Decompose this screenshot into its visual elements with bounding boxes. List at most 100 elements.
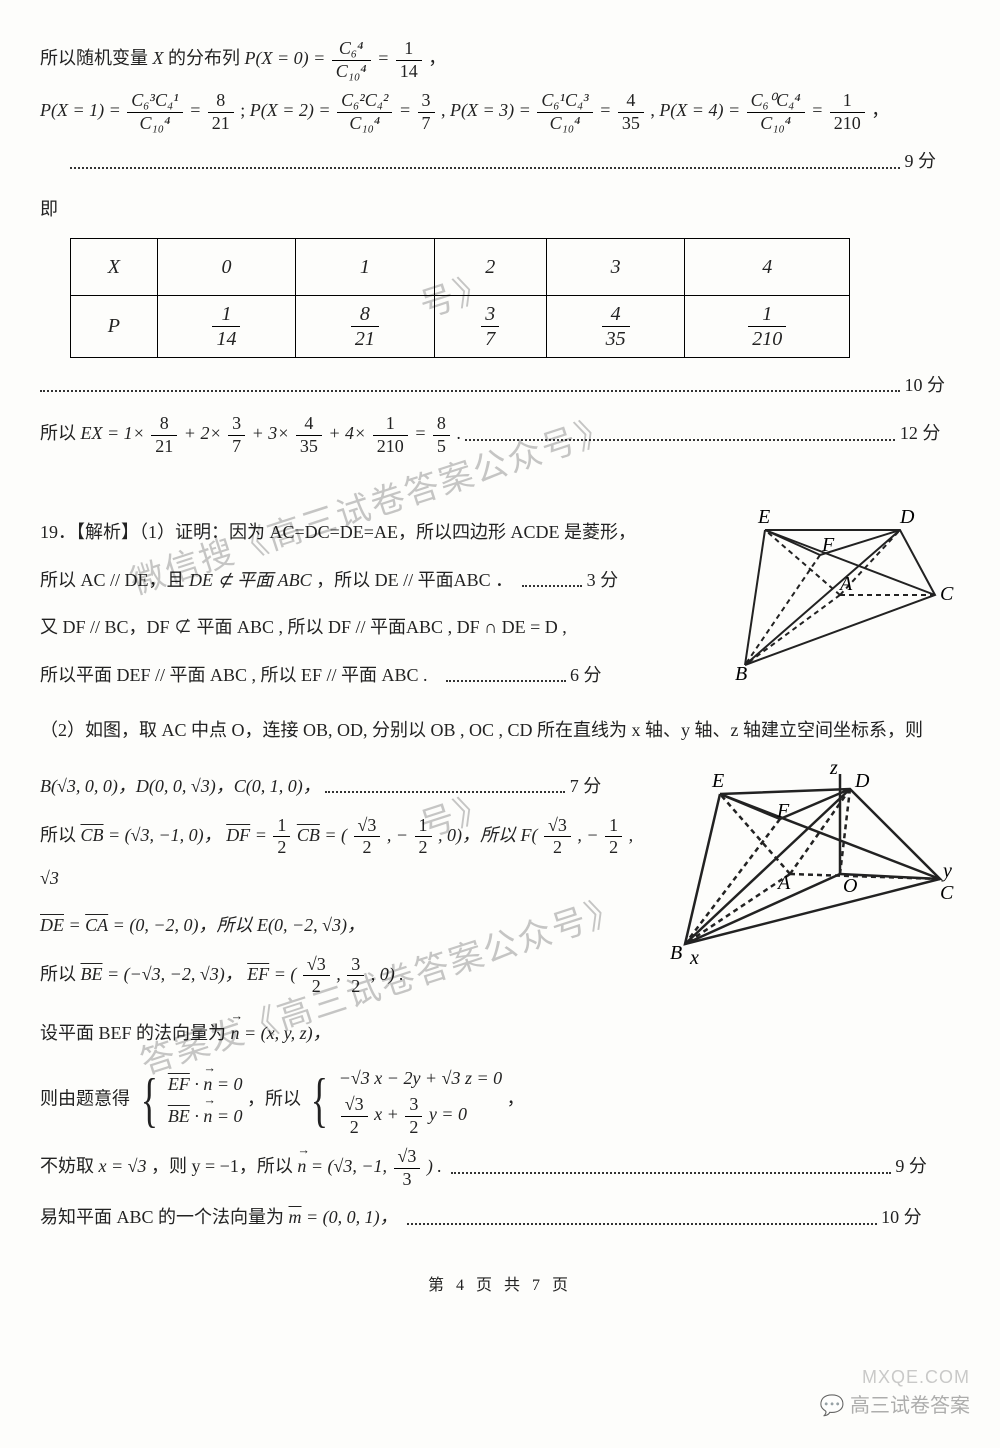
text-line: 所以 CB = (√3, −1, 0)， DF = 12 CB = ( √32 … [40,815,650,899]
geometry-diagram-2: E D z F A O y C B x [650,759,960,984]
fraction: 85 [433,413,450,457]
label-x: x [689,947,699,969]
denominator: 35 [602,327,630,351]
dot-leader [40,381,900,392]
numerator: 1 [212,302,240,327]
denominator: 210 [373,436,408,458]
denominator: C₁₀⁴ [537,113,592,135]
label-e: E [757,506,770,528]
numerator: 8 [208,90,234,113]
equation: = (0, −2, 0)，所以 E(0, −2, √3)， [113,915,365,935]
denominator: 21 [208,113,234,135]
text: 设平面 BEF 的法向量为 [40,1023,231,1043]
denominator: 2 [347,976,364,998]
table-cell: 114 [157,295,295,357]
text: = ( [274,964,297,984]
diagram-svg: E D F A C B [710,505,960,685]
numerator: 8 [351,302,379,327]
dot: · [190,1106,204,1126]
equals: = [599,100,616,120]
equation: = 0 [212,1106,242,1126]
text: , [336,964,345,984]
denominator: 2 [544,837,571,859]
denominator: 14 [212,327,240,351]
fraction: 32 [405,1094,422,1138]
text-column: B(√3, 0, 0)，D(0, 0, √3)，C(0, 1, 0)， 7 分 … [40,759,650,1006]
denominator: 2 [605,837,622,859]
label-b: B [735,663,747,685]
table-row: X 0 1 2 3 4 [71,238,850,295]
equals: = [414,423,431,443]
score-text: 7 分 [570,776,602,796]
numerator: 4 [296,413,322,436]
denominator: 210 [830,113,865,135]
diagram-svg: E D z F A O y C B x [650,759,960,969]
equals: = [255,825,272,845]
text: 19．【解析】（1）证明：因为 AC=DC=DE=AE，所以四边形 ACDE 是… [40,522,636,542]
denominator: 7 [228,436,245,458]
text: = ( [324,825,347,845]
text-line: DE = CA = (0, −2, 0)，所以 E(0, −2, √3)， [40,906,650,946]
dot-leader [522,576,582,587]
vector-be: BE [168,1106,190,1126]
distribution-table: X 0 1 2 3 4 P 114 821 37 435 1210 [70,238,850,358]
table-cell: 1 [296,238,434,295]
text: 易知平面 ABC 的一个法向量为 [40,1207,289,1227]
numerator: 1 [415,815,432,838]
label-o: O [843,875,857,897]
text: 又 DF // BC，DF ⊄ 平面 ABC , 所以 DF // 平面ABC … [40,617,567,637]
vector-cb: CB [297,825,320,845]
fraction: 1210 [373,413,408,457]
numerator: 3 [481,302,499,327]
text: + 2× [184,423,222,443]
brace-icon: { [311,1070,328,1130]
equation: = (√3, −1, [311,1156,392,1176]
fraction: √32 [303,954,330,998]
text: 所以随机变量 [40,48,153,68]
table-cell: 435 [546,295,684,357]
numerator: 4 [602,302,630,327]
text-line: 不妨取 x = √3 ，则 y = −1，所以 n = (√3, −1, √33… [40,1146,960,1190]
equals: = [377,48,394,68]
text: , − [577,825,598,845]
fraction: C₆⁰C₄⁴C₁₀⁴ [747,90,805,134]
text: 所以平面 DEF // 平面 ABC , 所以 EF // 平面 ABC . [40,665,428,685]
text-line: 设平面 BEF 的法向量为 n = (x, y, z)， [40,1014,960,1054]
denominator: 7 [418,113,435,135]
equals: = [811,100,828,120]
text: 则由题意得 [40,1088,135,1108]
score-text: 3 分 [587,570,619,590]
vector-ca: CA [85,915,108,935]
text: ，所以 [247,1088,306,1108]
text: 高三试卷答案 [850,1395,970,1417]
table-cell: 0 [157,238,295,295]
text-line: 所以 AC // DE，且 DE ⊄ 平面 ABC ，所以 DE // 平面AB… [40,561,710,601]
score-text: 12 分 [900,423,941,443]
text: + 4× [328,423,366,443]
label-a: A [776,872,791,894]
fraction: C₆²C₄²C₁₀⁴ [337,90,392,134]
sep: ; [240,100,250,120]
fraction: 1210 [830,90,865,134]
denominator: 14 [396,61,422,83]
equation: P(X = 2) = [250,100,335,120]
vector-df: DF [226,825,250,845]
label-f: F [821,534,835,556]
equation: = (x, y, z)， [244,1023,331,1043]
fraction: 12 [273,815,290,859]
text: 即 [40,199,58,219]
fraction: 821 [208,90,234,134]
text: 所以 [40,825,81,845]
fraction: 435 [618,90,644,134]
denominator: 2 [273,837,290,859]
denominator: 2 [405,1117,422,1139]
numerator: 1 [373,413,408,436]
text-line: P(X = 1) = C₆³C₄¹C₁₀⁴ = 821 ; P(X = 2) =… [40,90,960,134]
vector-de: DE [40,915,64,935]
numerator: 3 [405,1094,422,1117]
numerator: √3 [394,1146,421,1169]
score-text: 9 分 [905,151,937,171]
denominator: C₁₀⁴ [747,113,805,135]
denominator: 21 [151,436,177,458]
numerator: 3 [228,413,245,436]
